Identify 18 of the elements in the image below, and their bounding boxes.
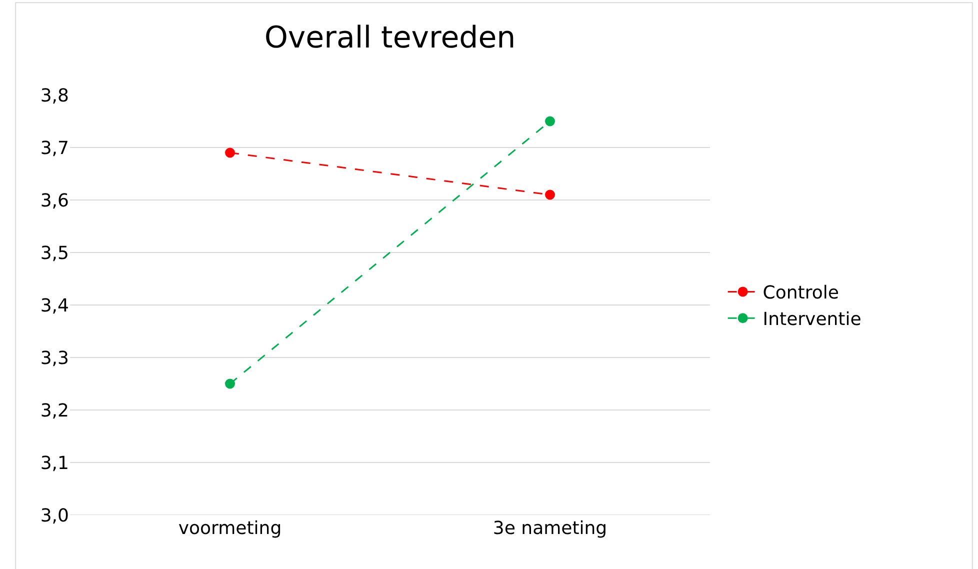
y-tick-label: 3,7 [40, 138, 69, 159]
point [225, 148, 235, 158]
y-tick-label: 3,3 [40, 348, 69, 369]
chart-title: Overall tevreden [264, 20, 516, 56]
y-tick-label: 3,2 [40, 400, 69, 422]
legend-label: Interventie [762, 309, 862, 330]
y-tick-label: 3,1 [40, 452, 69, 474]
y-tick-label: 3,5 [40, 242, 69, 264]
point [545, 190, 555, 200]
y-tick-label: 3,8 [40, 85, 69, 106]
y-tick-label: 3,4 [40, 295, 69, 316]
x-tick-label: voormeting [178, 518, 282, 539]
point [225, 378, 235, 389]
y-tick-label: 3,0 [40, 505, 69, 526]
legend-label: Controle [762, 282, 839, 304]
y-tick-label: 3,6 [40, 190, 69, 212]
x-tick-label: 3e nameting [492, 518, 608, 539]
point [545, 116, 555, 126]
